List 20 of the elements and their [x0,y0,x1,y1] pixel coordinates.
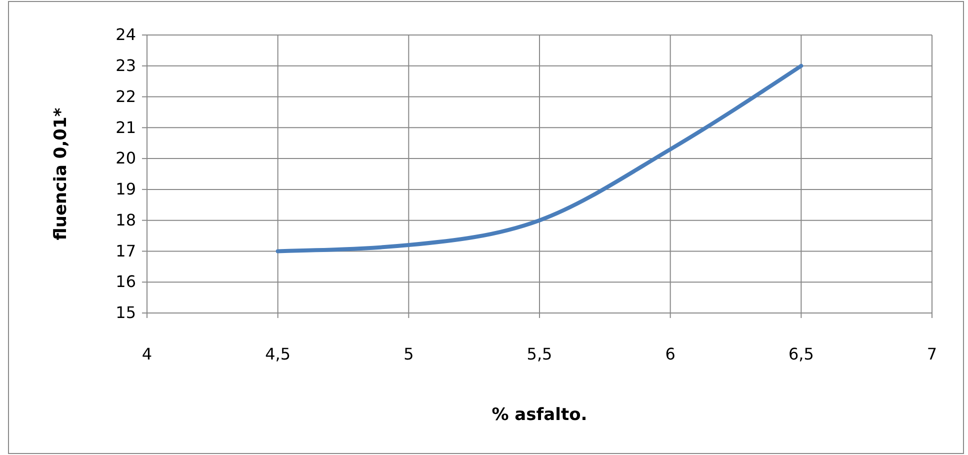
y-tick-label: 20 [116,148,136,168]
y-tick-label: 16 [116,272,136,292]
x-tick-label: 5,5 [526,344,552,364]
line-series [276,64,804,254]
y-tick-label: 15 [116,303,136,322]
y-tick-label: 22 [116,86,136,106]
x-tick-label: 6,5 [788,344,814,364]
y-tick-label: 18 [116,210,136,230]
y-tick-label: 23 [116,56,136,76]
y-tick-label: 19 [116,180,136,199]
x-tick-label: 4 [142,344,152,364]
y-tick-label: 17 [116,241,136,260]
y-axis-title: fluencia 0,01* [51,108,71,240]
x-tick-label: 7 [926,344,938,364]
x-tick-label: 6 [665,344,676,364]
x-tick-label: 5 [404,344,414,364]
x-tick-label: 4,5 [265,344,291,364]
x-axis-title: % asfalto. [492,405,588,425]
y-tick-label: 24 [116,25,136,44]
y-tick-label: 21 [116,118,136,137]
